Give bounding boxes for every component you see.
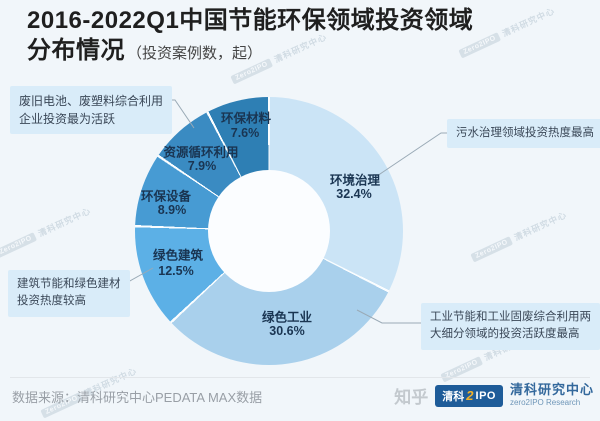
segment-label-huanjingzhili: 环境治理	[329, 173, 381, 188]
footer-logos: 知乎 清科 2 IPO 清科研究中心 zero2IPO Research	[394, 382, 594, 408]
segment-value-ziyuanxunhuan: 7.9%	[187, 159, 217, 173]
watermark-badge: Zero2IPO	[470, 235, 513, 263]
watermark-badge: Zero2IPO	[440, 355, 483, 383]
watermark-text: 清科研究中心	[512, 209, 569, 243]
callout-line: 工业节能和工业固废综合利用两	[430, 311, 591, 323]
donut-hole	[208, 170, 330, 292]
callout-sewage: 污水治理领域投资热度最高	[447, 119, 600, 149]
segment-label-ziyuanxunhuan: 资源循环利用	[163, 145, 239, 160]
segment-value-huanbaoshebei: 8.9%	[157, 203, 187, 217]
segment-label-lvsejianzhu: 绿色建筑	[152, 248, 204, 263]
page-subtitle: （投资案例数，起）	[127, 45, 263, 63]
callout-building: 建筑节能和绿色建材 投资热度较高	[8, 270, 130, 317]
data-source-note: 数据来源：清科研究中心PEDATA MAX数据	[12, 390, 263, 405]
segment-value-huanbaocailiao: 7.6%	[230, 126, 260, 140]
watermark-text: 清科研究中心	[500, 5, 557, 39]
research-center-subname: zero2IPO Research	[509, 398, 581, 408]
callout-line: 大细分领域的投资活跃度最高	[430, 328, 580, 341]
footer-divider	[10, 377, 590, 378]
zero2ipo-logo-badge: 清科 2 IPO	[435, 384, 503, 407]
callout-line: 建筑节能和绿色建材	[17, 278, 121, 290]
watermark-badge: Zero2IPO	[0, 231, 37, 259]
logo-badge-accent: 2	[466, 388, 474, 403]
segment-label-huanbaoshebei: 环保设备	[140, 189, 192, 204]
title-block: 2016-2022Q1中国节能环保领域投资领域 分布情况 （投资案例数，起）	[27, 5, 473, 66]
page-title-line2-text: 分布情况	[27, 37, 125, 65]
callout-line: 废旧电池、废塑料综合利用	[19, 94, 164, 108]
segment-value-huanjingzhili: 32.4%	[336, 187, 372, 201]
page-title-line2: 分布情况 （投资案例数，起）	[27, 36, 473, 66]
segment-value-lvsegongye: 30.6%	[269, 324, 305, 338]
callout-line: 投资热度较高	[17, 295, 86, 308]
segment-label-huanbaocailiao: 环保材料	[220, 111, 272, 126]
callout-line: 企业投资最为活跃	[19, 112, 116, 126]
watermark-text: 清科研究中心	[36, 205, 93, 239]
callout-industry: 工业节能和工业固废综合利用两 大细分领域的投资活跃度最高	[421, 303, 600, 350]
segment-label-lvsegongye: 绿色工业	[261, 310, 313, 325]
callout-recycling: 废旧电池、废塑料综合利用 企业投资最为活跃	[10, 86, 173, 134]
research-center-name: 清科研究中心	[509, 382, 594, 398]
logo-badge-lat: IPO	[475, 389, 496, 402]
callout-line: 污水治理领域投资热度最高	[456, 127, 594, 139]
page-title: 2016-2022Q1中国节能环保领域投资领域	[27, 7, 474, 34]
segment-value-lvsejianzhu: 12.5%	[158, 264, 194, 278]
zhihu-logo: 知乎	[394, 388, 429, 407]
research-center-logo: 清科研究中心 zero2IPO Research	[509, 382, 594, 408]
logo-badge-cjk: 清科	[442, 390, 465, 403]
